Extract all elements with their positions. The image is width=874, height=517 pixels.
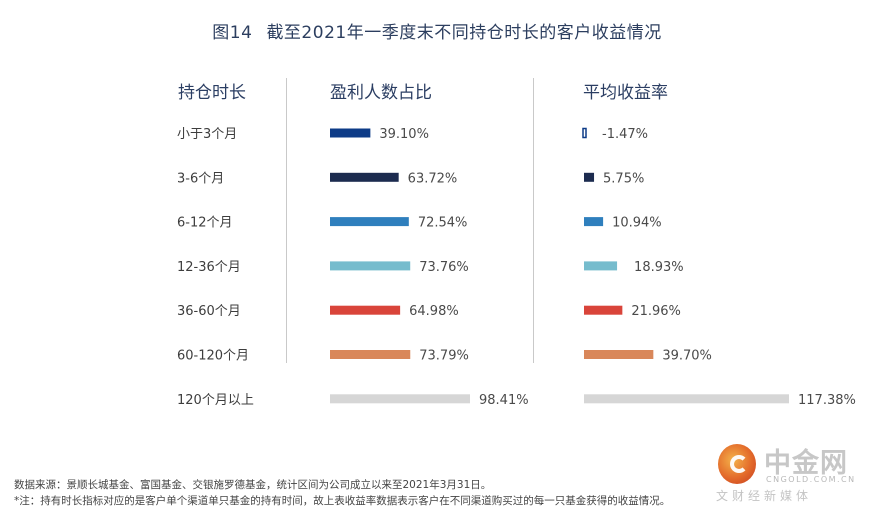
value-label-profit-ratio: 39.10% (379, 127, 429, 142)
bar-avg-return (584, 217, 604, 227)
value-label-profit-ratio: 72.54% (418, 216, 468, 231)
value-label-profit-ratio: 98.41% (479, 393, 529, 408)
bar-profit-ratio (330, 350, 411, 359)
data-source-note: 数据来源：景顺长城基金、富国基金、交银施罗德基金，统计区间为公司成立以来至202… (14, 479, 492, 491)
bar-profit-ratio (330, 217, 409, 227)
value-label-profit-ratio: 63.72% (408, 171, 458, 186)
row-label: 36-60个月 (177, 304, 241, 319)
column-divider (533, 78, 534, 363)
column-divider (286, 78, 287, 363)
value-label-profit-ratio: 73.79% (419, 349, 469, 364)
value-label-avg-return: 10.94% (612, 216, 662, 231)
chart-title: 图14 截至2021年一季度末不同持仓时长的客户收益情况 (0, 18, 874, 43)
bar-profit-ratio (330, 261, 411, 271)
row-label: 120个月以上 (177, 393, 254, 408)
bar-avg-return (584, 305, 623, 315)
footnote: *注：持有时长指标对应的是客户单个渠道单只基金的持有时间，故上表收益率数据表示客… (14, 495, 671, 507)
header-duration: 持仓时长 (178, 83, 246, 103)
value-label-avg-return: 5.75% (603, 171, 644, 186)
logo-url: CNGOLD.COM.CN (766, 475, 856, 484)
bar-avg-return (584, 172, 595, 182)
figure-number: 图14 (212, 23, 253, 43)
logo-slogan: 文财经新媒体 (716, 489, 813, 503)
value-label-avg-return: 39.70% (662, 349, 712, 364)
value-label-avg-return: 18.93% (634, 260, 684, 275)
row-label: 3-6个月 (177, 171, 224, 186)
header-avg-return: 平均收益率 (583, 83, 668, 103)
value-label-avg-return: -1.47% (602, 127, 648, 142)
row-label: 6-12个月 (177, 216, 233, 231)
value-label-profit-ratio: 73.76% (419, 260, 469, 275)
bar-profit-ratio (330, 305, 401, 315)
bar-avg-return (584, 350, 654, 359)
row-label: 小于3个月 (177, 127, 237, 142)
bar-avg-return (584, 394, 789, 404)
header-profit-ratio: 盈利人数占比 (330, 83, 432, 103)
value-label-avg-return: 117.38% (798, 393, 856, 408)
logo-emblem-icon (718, 444, 756, 484)
watermark-logo: 中金网 CNGOLD.COM.CN 文财经新媒体 (716, 441, 866, 511)
logo-name: 中金网 (764, 448, 848, 479)
figure-title-text: 截至2021年一季度末不同持仓时长的客户收益情况 (266, 23, 662, 43)
bar-avg-return (582, 127, 587, 139)
bar-profit-ratio (330, 172, 399, 182)
value-label-profit-ratio: 64.98% (409, 304, 459, 319)
bar-profit-ratio (330, 128, 371, 138)
bar-profit-ratio (330, 394, 470, 404)
row-label: 60-120个月 (177, 349, 249, 364)
chart-area: 小于3个月 39.10% -1.47% 3-6个月 63.72% 5.75% 6-12个月 7… (177, 127, 856, 408)
value-label-avg-return: 21.96% (631, 304, 681, 319)
bar-avg-return (584, 261, 618, 271)
row-label: 12-36个月 (177, 260, 241, 275)
